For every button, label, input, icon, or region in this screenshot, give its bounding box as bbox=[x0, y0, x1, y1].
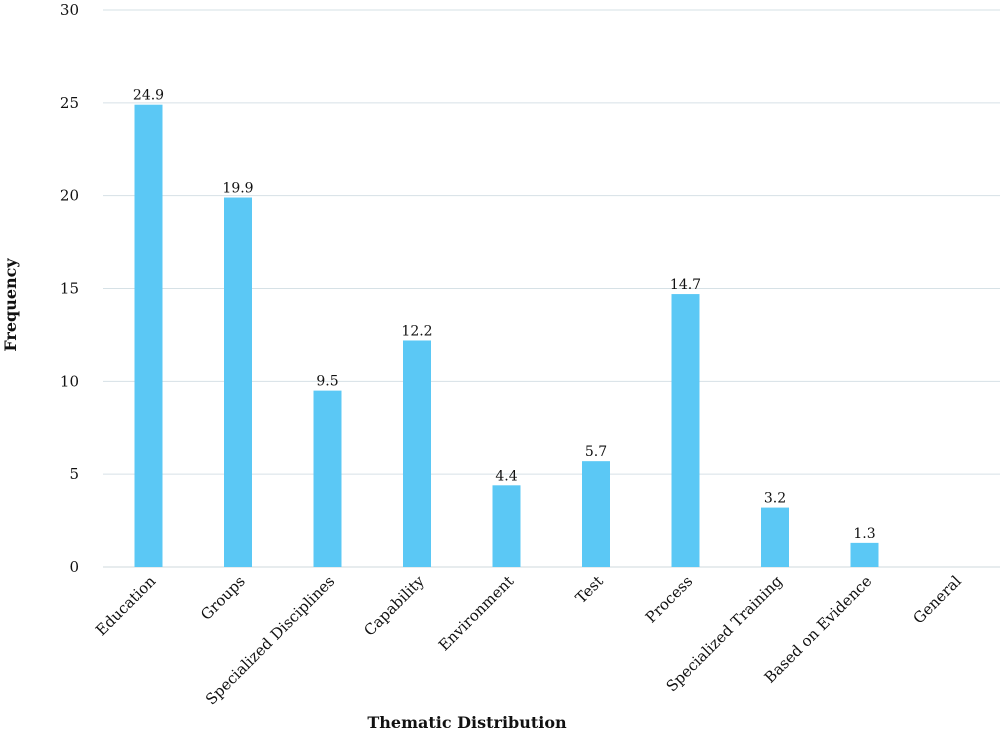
x-tick-label: General bbox=[909, 572, 965, 628]
y-axis-title: Frequency bbox=[1, 258, 20, 352]
bar bbox=[850, 542, 879, 567]
data-label: 24.9 bbox=[133, 88, 164, 104]
y-tick-label: 5 bbox=[69, 465, 79, 483]
data-labels: 24.9 19.9 9.5 12.2 4.4 5.7 14.7 3.2 1.3 bbox=[133, 88, 876, 542]
x-tick-label: Capability bbox=[360, 572, 428, 640]
bar bbox=[582, 461, 610, 567]
y-axis-ticks: 0 5 10 15 20 25 30 bbox=[60, 1, 79, 576]
x-tick-label: Process bbox=[642, 572, 696, 626]
y-tick-label: 0 bbox=[69, 558, 79, 576]
data-label: 1.3 bbox=[853, 526, 875, 542]
bar bbox=[761, 507, 789, 567]
bars bbox=[134, 104, 879, 568]
data-label: 4.4 bbox=[495, 468, 517, 484]
y-tick-label: 10 bbox=[60, 372, 79, 390]
x-tick-label: Environment bbox=[435, 572, 517, 654]
gridlines bbox=[103, 9, 1000, 568]
data-label: 3.2 bbox=[764, 491, 786, 507]
bar bbox=[134, 104, 163, 567]
y-tick-label: 15 bbox=[60, 280, 79, 298]
bar bbox=[313, 390, 342, 567]
y-tick-label: 20 bbox=[60, 187, 79, 205]
x-tick-label: Groups bbox=[197, 572, 249, 624]
data-label: 5.7 bbox=[585, 444, 607, 460]
bar bbox=[224, 197, 252, 568]
data-label: 9.5 bbox=[316, 374, 338, 390]
x-tick-label: Test bbox=[572, 572, 607, 607]
x-tick-label: Education bbox=[92, 572, 159, 639]
data-label: 12.2 bbox=[401, 323, 432, 339]
bar bbox=[671, 294, 700, 567]
y-tick-label: 25 bbox=[60, 94, 79, 112]
data-label: 19.9 bbox=[222, 181, 253, 197]
bar bbox=[492, 485, 521, 567]
y-tick-label: 30 bbox=[60, 1, 79, 19]
x-axis-title: Thematic Distribution bbox=[367, 713, 567, 732]
data-label: 14.7 bbox=[670, 277, 701, 293]
bar bbox=[403, 340, 431, 567]
